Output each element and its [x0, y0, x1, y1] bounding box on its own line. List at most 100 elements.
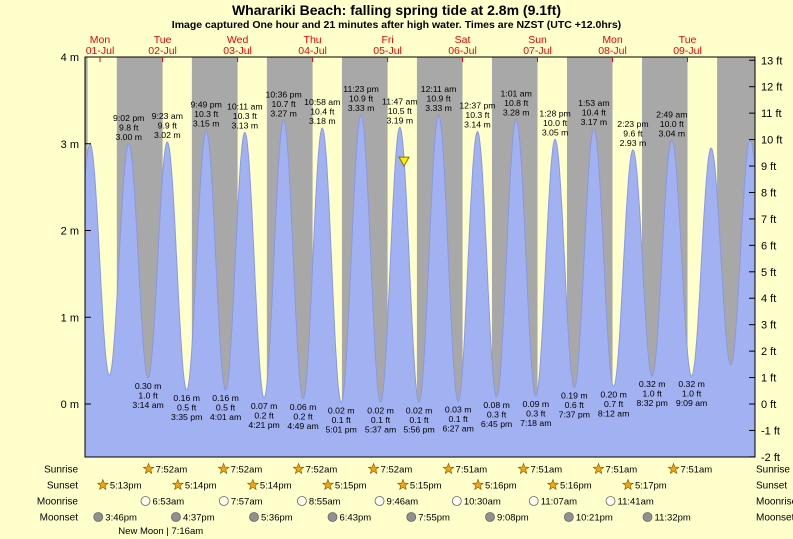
feet-tick-label: 6 ft: [761, 240, 776, 252]
sun-star-icon: [321, 478, 334, 491]
sun-star-icon: [546, 478, 560, 491]
day-date-label: 05-Jul: [373, 45, 402, 57]
low-tide-label: 0.06 m: [290, 402, 317, 412]
astro-row-label-left: Sunset: [47, 481, 78, 492]
low-tide-label: 0.6 ft: [565, 400, 585, 410]
sun-star-icon: [246, 478, 259, 491]
low-tide-label: 9:09 am: [676, 398, 707, 408]
high-tide-label: 12:11 am: [421, 84, 457, 94]
sun-star-icon: [396, 478, 409, 491]
moon-light-icon: [140, 496, 151, 506]
day-name-label: Wed: [227, 34, 249, 46]
day-date-label: 06-Jul: [448, 45, 477, 57]
high-tide-label: 11:23 pm: [343, 84, 379, 94]
moon-dark-icon: [93, 512, 104, 522]
moonset-time: 10:21pm: [576, 513, 613, 524]
low-tide-label: 0.20 m: [600, 390, 627, 400]
high-tide-label: 10.3 ft: [465, 110, 490, 120]
feet-tick-label: 0 ft: [761, 399, 776, 411]
high-tide-label: 9:02 pm: [113, 113, 144, 123]
moonrise-time: 7:57am: [231, 497, 263, 508]
meter-tick-label: 3 m: [61, 139, 79, 151]
moon-dark-icon: [485, 512, 495, 522]
sunset-time: 5:14pm: [185, 481, 217, 492]
low-tide-label: 0.2 ft: [254, 410, 274, 420]
high-tide-label: 10.4 ft: [310, 107, 335, 117]
low-tide-label: 1.0 ft: [642, 389, 662, 399]
low-tide-label: 0.16 m: [212, 393, 239, 403]
feet-tick-label: 7 ft: [761, 214, 776, 226]
moon-light-icon: [528, 496, 539, 506]
new-moon-label: New Moon | 7:16am: [118, 526, 203, 537]
day-date-label: 08-Jul: [598, 45, 627, 57]
high-tide-label: 3.33 m: [425, 103, 452, 113]
feet-tick-label: 3 ft: [761, 320, 776, 332]
moon-light-icon: [296, 496, 307, 506]
sunrise-time: 7:51am: [531, 465, 563, 476]
astro-row-label-left: Moonset: [40, 513, 79, 524]
high-tide-label: 3.18 m: [309, 116, 336, 126]
high-tide-label: 3.04 m: [659, 128, 686, 138]
moon-dark-icon: [563, 512, 574, 522]
low-tide-label: 5:01 pm: [325, 424, 356, 434]
high-tide-label: 9.6 ft: [623, 128, 643, 138]
sun-star-icon: [621, 478, 635, 491]
day-date-label: 02-Jul: [148, 45, 177, 57]
low-tide-label: 4:49 am: [287, 421, 318, 431]
moonset-time: 11:32pm: [655, 513, 691, 524]
moon-dark-icon: [406, 512, 417, 522]
high-tide-label: 9.8 ft: [119, 122, 139, 132]
feet-tick-label: 10 ft: [761, 135, 782, 147]
moonset-time: 6:43pm: [340, 513, 372, 524]
high-tide-label: 1:53 am: [578, 98, 609, 108]
moon-dark-icon: [642, 512, 653, 522]
astro-row-label-left: Sunrise: [44, 465, 78, 476]
sunset-time: 5:16pm: [560, 481, 592, 492]
sunrise-time: 7:52am: [381, 465, 413, 476]
moonset-time: 4:37pm: [183, 513, 215, 524]
day-name-label: Sun: [528, 34, 547, 46]
high-tide-label: 10:11 am: [227, 101, 263, 111]
day-date-label: 09-Jul: [673, 45, 702, 57]
high-tide-label: 3.19 m: [387, 115, 414, 125]
low-tide-label: 5:37 am: [365, 424, 396, 434]
moonrise-time: 9:46am: [387, 497, 419, 508]
day-name-label: Tue: [154, 34, 172, 46]
feet-tick-label: 1 ft: [761, 373, 776, 385]
high-tide-label: 3.33 m: [348, 103, 375, 113]
meter-tick-label: 2 m: [61, 226, 79, 238]
sun-star-icon: [217, 462, 230, 475]
high-tide-label: 3.15 m: [193, 119, 220, 129]
low-tide-label: 8:12 am: [598, 409, 629, 419]
day-name-label: Sat: [455, 34, 471, 46]
high-tide-label: 9:49 pm: [190, 100, 221, 110]
low-tide-label: 1.0 ft: [138, 390, 158, 400]
high-tide-label: 3.17 m: [581, 117, 608, 127]
high-tide-label: 3.00 m: [115, 132, 142, 142]
moonrise-time: 11:07am: [541, 497, 577, 508]
low-tide-label: 0.32 m: [678, 379, 705, 389]
low-tide-label: 0.08 m: [483, 400, 510, 410]
moonrise-time: 8:55am: [309, 497, 341, 508]
low-tide-label: 0.3 ft: [526, 409, 546, 419]
low-tide-label: 6:27 am: [442, 423, 473, 433]
low-tide-label: 0.3 ft: [487, 410, 507, 420]
high-tide-label: 10.3 ft: [233, 111, 258, 121]
high-tide-label: 12:37 pm: [459, 101, 495, 111]
high-tide-label: 1:28 pm: [539, 108, 570, 118]
feet-tick-label: 8 ft: [761, 187, 776, 199]
feet-tick-label: 9 ft: [761, 161, 776, 173]
sunrise-time: 7:51am: [456, 465, 488, 476]
low-tide-label: 0.1 ft: [409, 415, 429, 425]
high-tide-label: 1:01 am: [500, 88, 531, 98]
day-date-label: 04-Jul: [298, 45, 327, 57]
moon-light-icon: [374, 496, 385, 506]
day-name-label: Thu: [304, 34, 322, 46]
high-tide-label: 3.13 m: [232, 120, 259, 130]
moonset-time: 5:36pm: [261, 513, 293, 524]
astro-row-label-left: Moonrise: [37, 497, 79, 508]
low-tide-label: 1.0 ft: [682, 389, 702, 399]
low-tide-label: 0.03 m: [445, 404, 472, 414]
sunrise-time: 7:52am: [306, 465, 338, 476]
day-name-label: Fri: [381, 34, 393, 46]
